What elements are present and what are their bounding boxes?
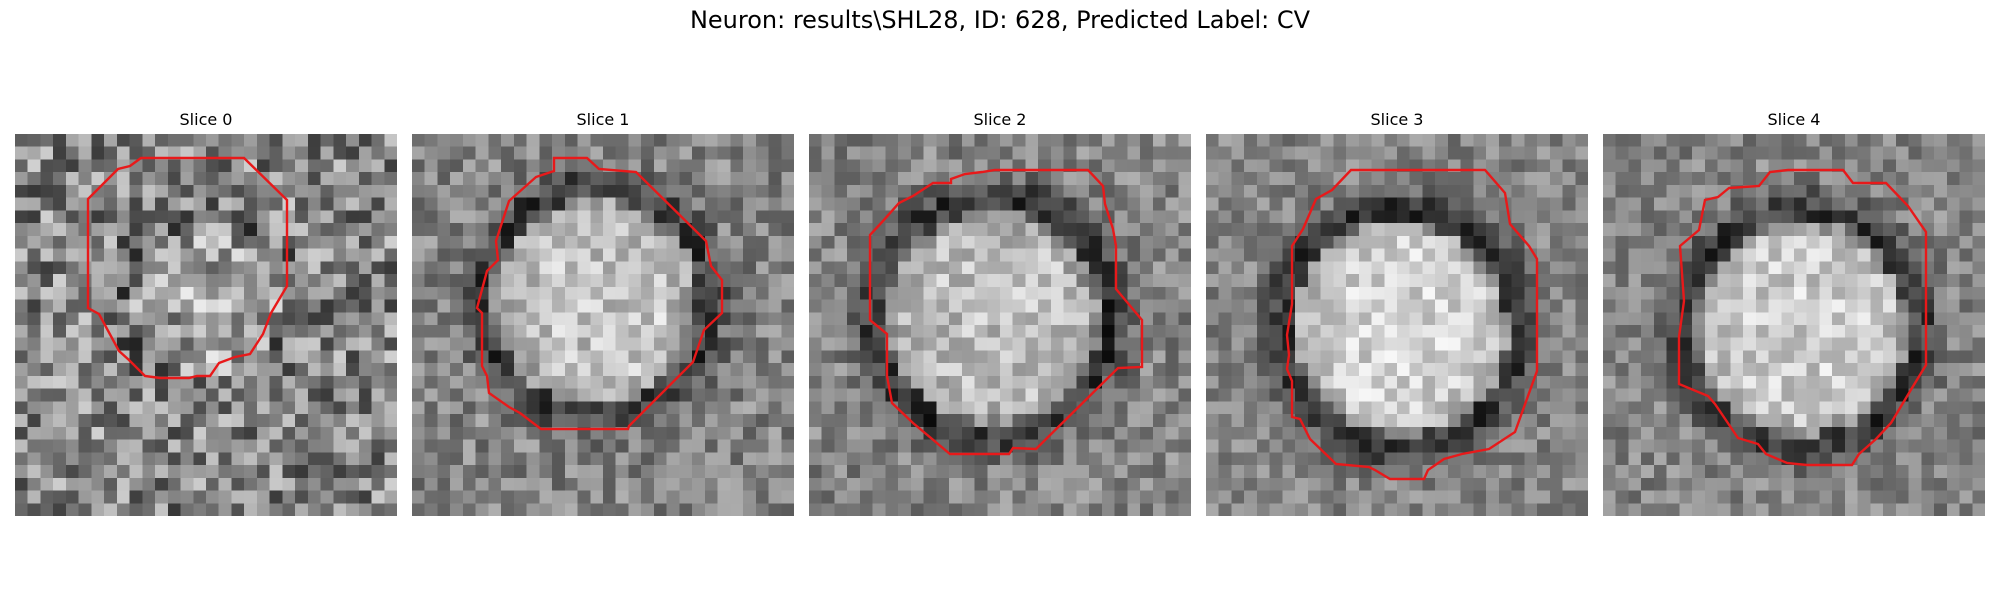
- slice-3-title: Slice 3: [1370, 110, 1424, 129]
- slice-4-title: Slice 4: [1767, 110, 1821, 129]
- slice-0-title: Slice 0: [179, 110, 233, 129]
- slice-3-image: [1206, 134, 1588, 516]
- slice-4-image: [1603, 134, 1985, 516]
- slice-0-image: [15, 134, 397, 516]
- figure-title: Neuron: results\SHL28, ID: 628, Predicte…: [689, 6, 1311, 34]
- slice-1-image: [412, 134, 794, 516]
- slice-1-title: Slice 1: [576, 110, 630, 129]
- slice-2-title: Slice 2: [973, 110, 1027, 129]
- slice-2-image: [809, 134, 1191, 516]
